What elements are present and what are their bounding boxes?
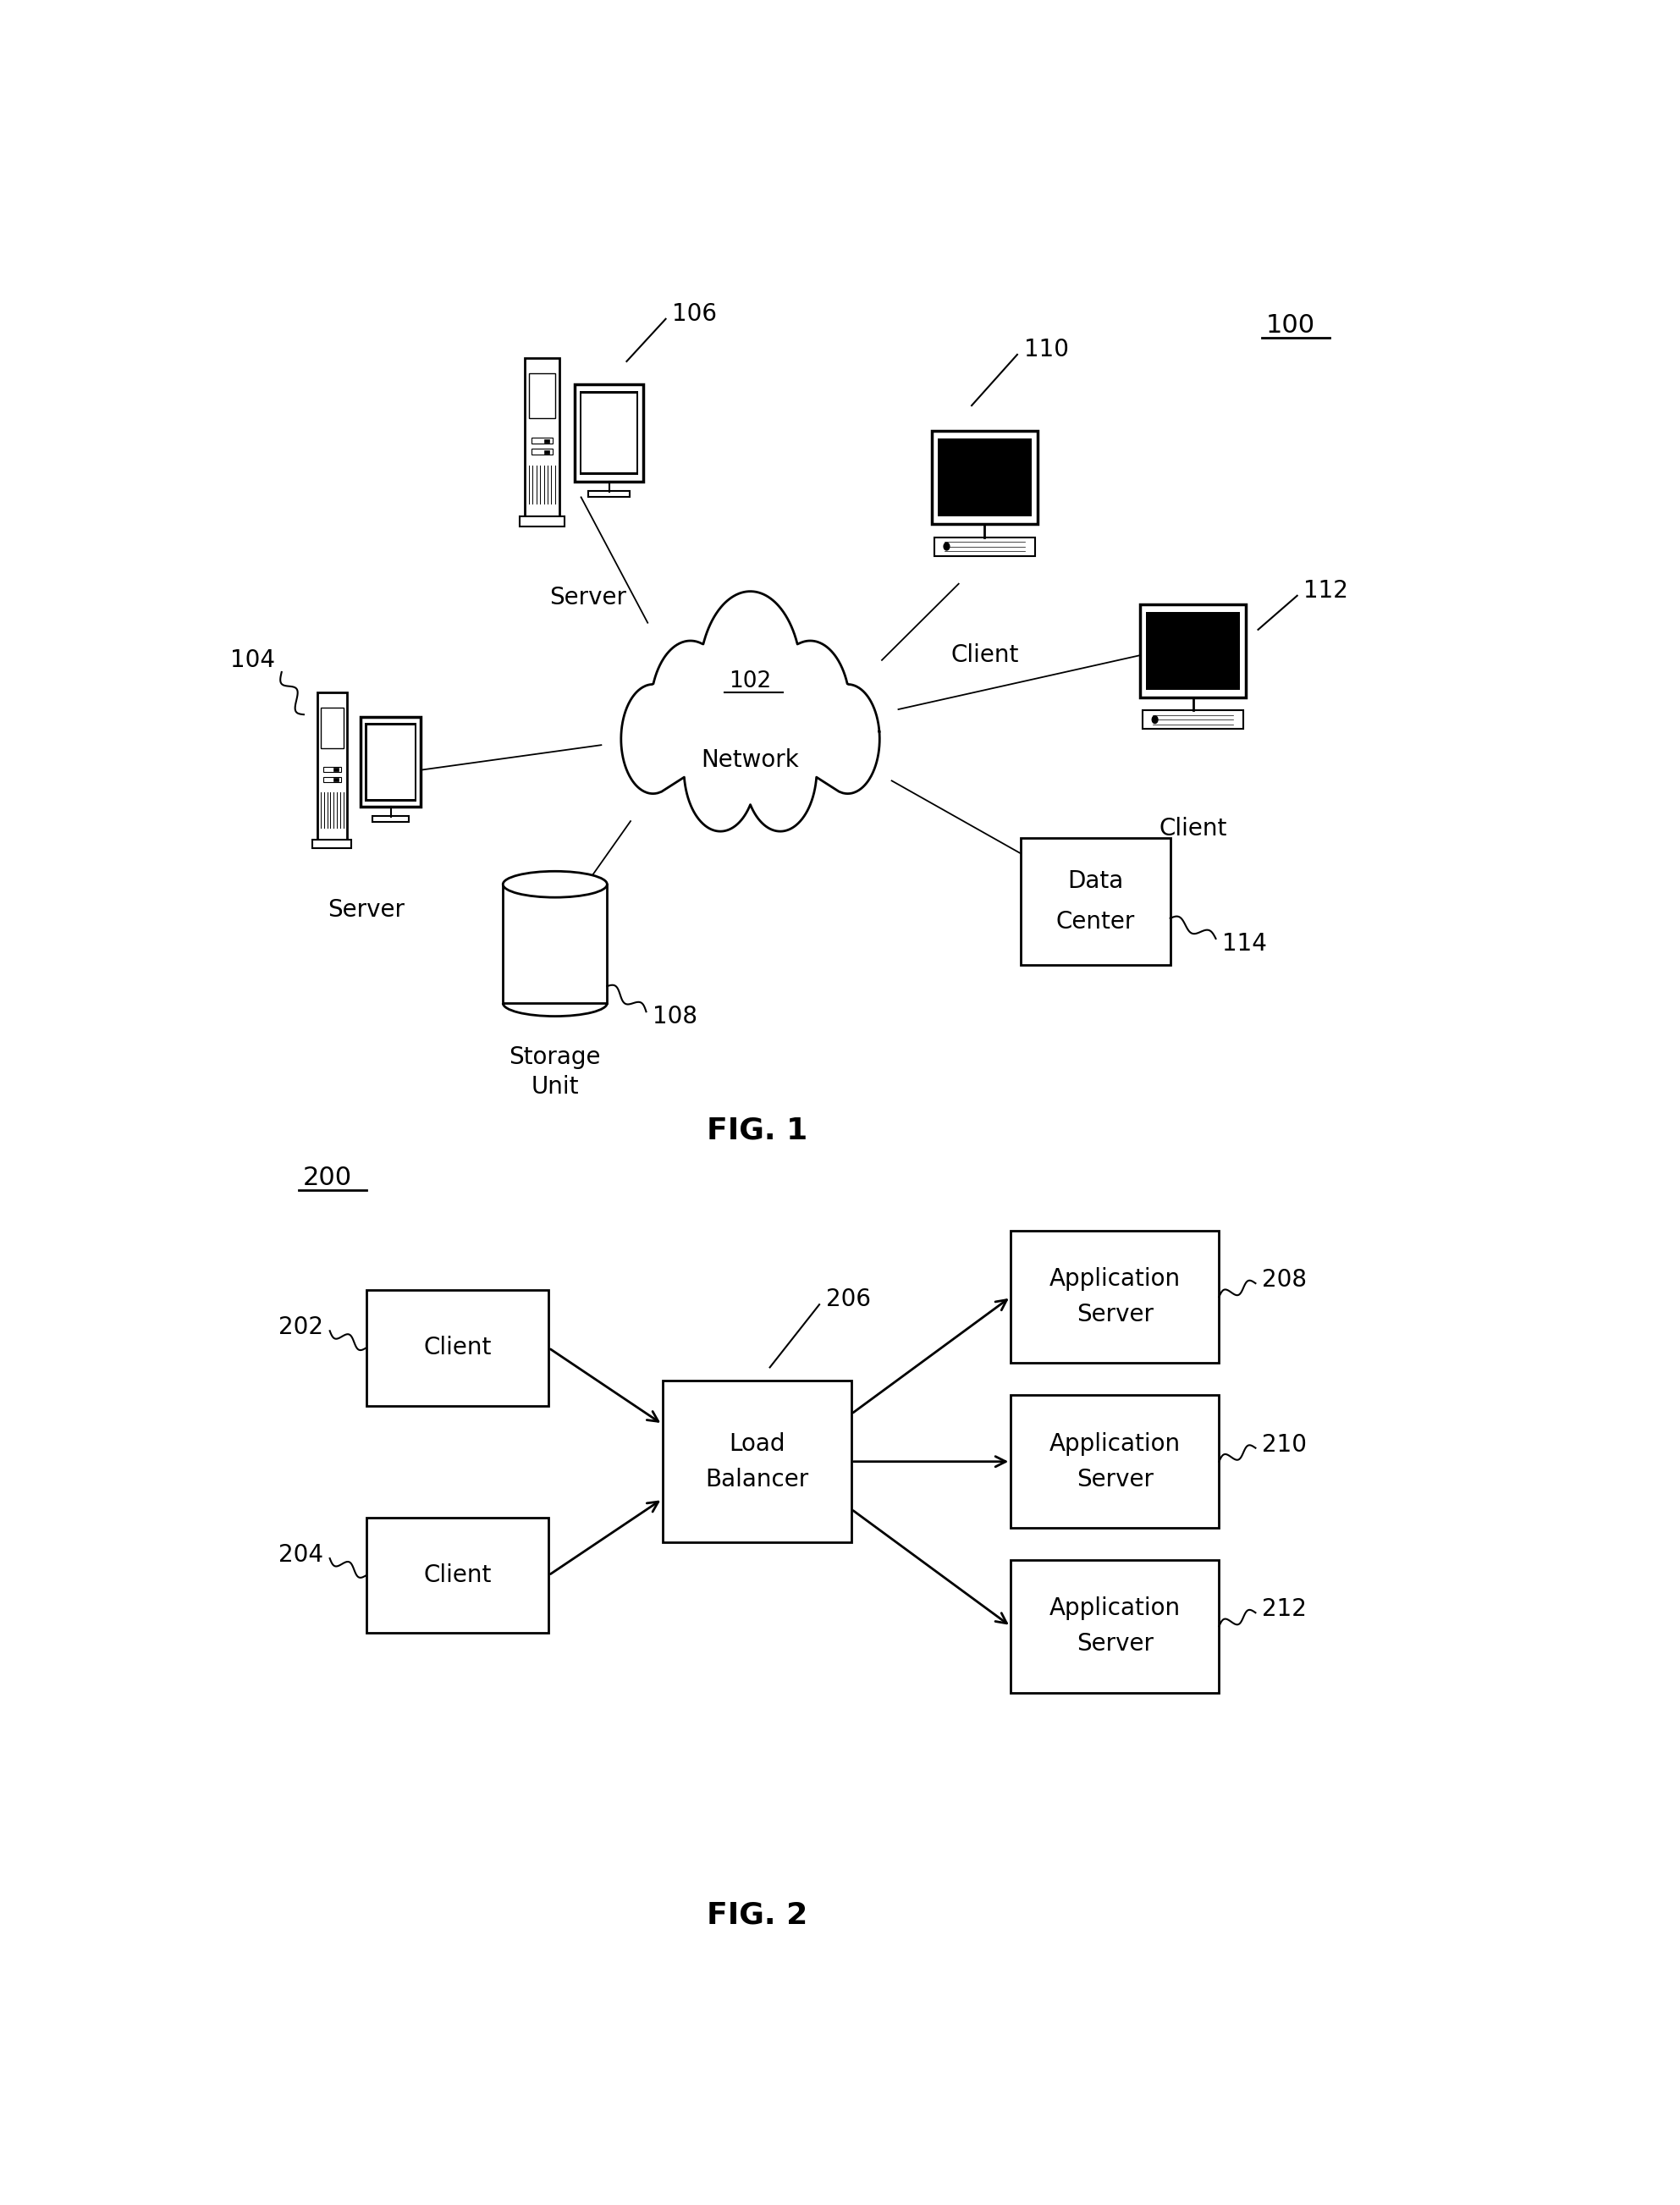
FancyBboxPatch shape	[323, 767, 341, 772]
Text: 106: 106	[672, 302, 717, 326]
FancyBboxPatch shape	[580, 390, 638, 474]
Text: Center: Center	[1055, 911, 1136, 933]
Text: Client: Client	[423, 1563, 491, 1588]
FancyBboxPatch shape	[361, 717, 422, 807]
Text: 110: 110	[1023, 337, 1068, 362]
FancyBboxPatch shape	[502, 884, 606, 1003]
Text: 210: 210	[1262, 1433, 1307, 1458]
FancyBboxPatch shape	[524, 357, 559, 516]
Polygon shape	[622, 591, 880, 831]
FancyBboxPatch shape	[373, 816, 408, 822]
Text: FIG. 2: FIG. 2	[706, 1901, 808, 1929]
FancyBboxPatch shape	[519, 516, 564, 527]
FancyBboxPatch shape	[575, 384, 643, 481]
FancyBboxPatch shape	[312, 840, 351, 849]
FancyBboxPatch shape	[1011, 1230, 1220, 1363]
Text: 204: 204	[279, 1543, 323, 1568]
Text: 208: 208	[1262, 1268, 1307, 1292]
Text: Data: Data	[1067, 869, 1124, 893]
Text: Server: Server	[1077, 1469, 1154, 1491]
FancyBboxPatch shape	[588, 492, 630, 496]
Text: Application: Application	[1050, 1431, 1181, 1455]
Text: 104: 104	[230, 648, 276, 673]
FancyBboxPatch shape	[662, 1380, 852, 1541]
FancyBboxPatch shape	[334, 767, 338, 772]
FancyBboxPatch shape	[544, 450, 549, 454]
Text: 100: 100	[1267, 313, 1315, 337]
FancyBboxPatch shape	[1011, 1396, 1220, 1528]
Circle shape	[1152, 717, 1158, 723]
Circle shape	[944, 542, 949, 551]
FancyBboxPatch shape	[932, 430, 1038, 525]
Text: 102: 102	[729, 670, 771, 692]
FancyBboxPatch shape	[1011, 1561, 1220, 1693]
Text: 212: 212	[1262, 1596, 1307, 1621]
FancyBboxPatch shape	[366, 725, 415, 798]
Text: Balancer: Balancer	[706, 1469, 808, 1491]
FancyBboxPatch shape	[365, 723, 417, 800]
FancyBboxPatch shape	[531, 439, 553, 443]
Text: Server: Server	[549, 587, 627, 609]
Text: Network: Network	[701, 747, 800, 772]
Text: Server: Server	[1077, 1303, 1154, 1327]
FancyBboxPatch shape	[366, 1290, 548, 1405]
Text: Storage
Unit: Storage Unit	[509, 1045, 601, 1098]
FancyBboxPatch shape	[937, 439, 1032, 516]
FancyBboxPatch shape	[366, 1517, 548, 1634]
FancyBboxPatch shape	[581, 392, 637, 472]
Text: Application: Application	[1050, 1268, 1181, 1290]
FancyBboxPatch shape	[544, 439, 549, 443]
FancyBboxPatch shape	[1142, 710, 1243, 730]
FancyBboxPatch shape	[531, 450, 553, 454]
Text: FIG. 1: FIG. 1	[706, 1116, 808, 1144]
FancyBboxPatch shape	[934, 538, 1035, 556]
Text: Server: Server	[1077, 1632, 1154, 1656]
FancyBboxPatch shape	[334, 778, 338, 781]
FancyBboxPatch shape	[1020, 838, 1171, 966]
Text: 206: 206	[827, 1288, 870, 1312]
FancyBboxPatch shape	[321, 708, 343, 747]
Text: 202: 202	[279, 1316, 323, 1338]
Text: 200: 200	[302, 1166, 351, 1191]
Text: 108: 108	[652, 1005, 697, 1028]
Text: Server: Server	[328, 897, 405, 922]
FancyBboxPatch shape	[1141, 604, 1247, 697]
Text: Client: Client	[423, 1336, 491, 1360]
Text: Application: Application	[1050, 1596, 1181, 1621]
Text: Client: Client	[1159, 816, 1226, 840]
FancyBboxPatch shape	[323, 776, 341, 783]
Text: 112: 112	[1304, 578, 1349, 602]
Text: Load: Load	[729, 1431, 785, 1455]
FancyBboxPatch shape	[1146, 611, 1240, 690]
FancyBboxPatch shape	[529, 373, 554, 419]
Text: Client: Client	[951, 644, 1018, 666]
FancyBboxPatch shape	[318, 692, 348, 840]
Ellipse shape	[502, 871, 606, 897]
Text: 114: 114	[1223, 933, 1267, 955]
